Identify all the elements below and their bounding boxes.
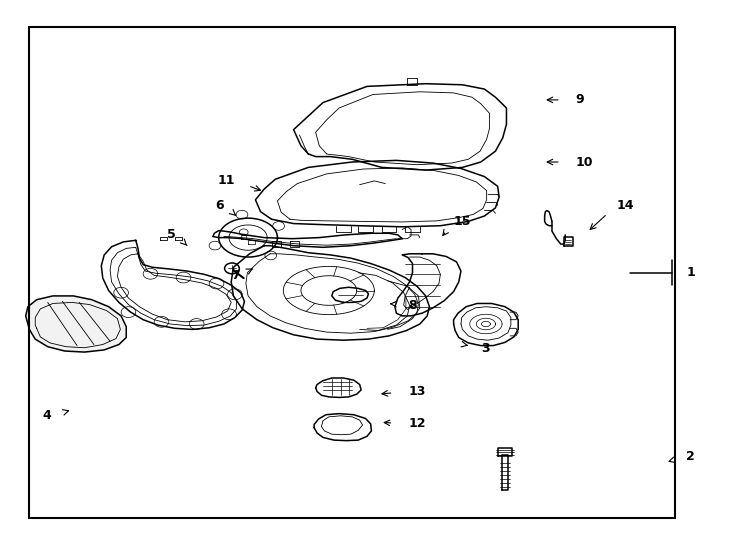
- Text: 11: 11: [217, 174, 235, 187]
- Text: 2: 2: [686, 450, 695, 463]
- Text: 7: 7: [231, 269, 240, 282]
- Text: 14: 14: [617, 199, 634, 212]
- Text: 6: 6: [215, 199, 224, 212]
- Text: 5: 5: [167, 228, 176, 241]
- Text: 15: 15: [454, 215, 471, 228]
- Text: 3: 3: [481, 342, 490, 355]
- Polygon shape: [26, 296, 126, 352]
- Text: 10: 10: [575, 156, 593, 168]
- Text: 1: 1: [686, 266, 695, 279]
- Bar: [29, 27, 675, 518]
- Text: 4: 4: [43, 409, 51, 422]
- Text: 12: 12: [408, 417, 426, 430]
- Text: 8: 8: [408, 299, 417, 312]
- Text: 9: 9: [575, 93, 584, 106]
- Text: 13: 13: [408, 385, 426, 398]
